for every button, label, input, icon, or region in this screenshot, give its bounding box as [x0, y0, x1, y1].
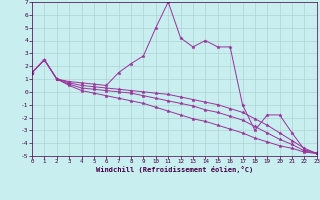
X-axis label: Windchill (Refroidissement éolien,°C): Windchill (Refroidissement éolien,°C)	[96, 166, 253, 173]
